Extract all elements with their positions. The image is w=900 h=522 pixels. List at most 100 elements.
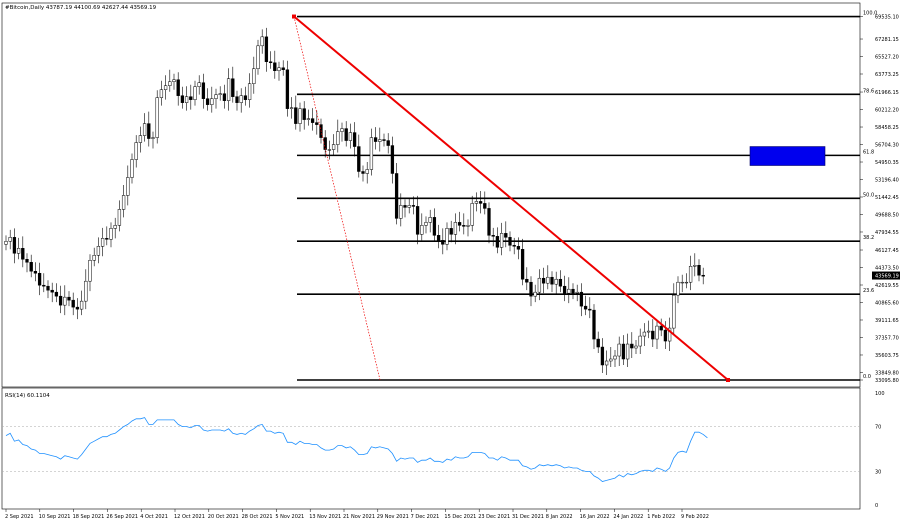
candle-body [516, 246, 521, 250]
candle-body [88, 260, 92, 282]
fib-dotted-line [293, 16, 381, 381]
candle-body [243, 95, 248, 100]
candle-body [315, 122, 319, 125]
candle-body [231, 78, 235, 97]
candle-body [239, 95, 243, 103]
price-axis-label: 58458.25 [875, 125, 899, 131]
candle-body [457, 222, 462, 226]
candle-body [172, 79, 176, 82]
candle-body [415, 206, 420, 235]
candle-body [596, 338, 600, 348]
candle-body [663, 329, 668, 342]
date-axis-label: 28 Oct 2021 [242, 514, 273, 520]
candle-body [697, 265, 701, 276]
candle-body [180, 95, 185, 103]
candle-body [588, 308, 592, 311]
candle-body [159, 89, 164, 98]
candle-body [58, 295, 63, 306]
candle-body [189, 96, 193, 100]
downtrend-anchor-end [726, 378, 730, 382]
candle-body [386, 140, 390, 146]
candle-body [12, 237, 17, 254]
candle-body [436, 235, 441, 241]
price-axis-label: 61966.15 [875, 90, 899, 96]
candle-body [684, 281, 689, 284]
candle-body [378, 139, 382, 142]
candle-body [554, 278, 558, 285]
candle-body [592, 309, 596, 340]
candle-body [420, 225, 424, 235]
candle-body [352, 132, 357, 147]
candle-body [33, 270, 38, 274]
candle-body [428, 217, 432, 223]
date-axis-label: 1 Feb 2022 [647, 514, 675, 520]
date-axis-label: 4 Oct 2021 [140, 514, 168, 520]
fib-level-label: 0.0 [863, 374, 871, 380]
candle-body [478, 201, 483, 204]
candle-body [688, 265, 693, 283]
candle-body [655, 325, 659, 340]
candle-body [453, 222, 458, 235]
candle-body [176, 79, 180, 96]
price-axis-label: 46127.45 [875, 248, 899, 254]
candle-body [369, 137, 374, 170]
candle-body [693, 265, 697, 267]
candle-body [495, 236, 500, 248]
date-axis-label: 8 Jan 2022 [546, 514, 573, 520]
price-axis-label: 53196.40 [875, 178, 899, 184]
chart-title: #Bitcoin,Daily 43787.19 44100.69 42627.4… [5, 5, 157, 11]
date-axis-label: 20 Oct 2021 [208, 514, 239, 520]
candle-body [75, 306, 80, 310]
candle-body [583, 305, 588, 310]
price-axis-label: 35603.75 [875, 353, 899, 359]
candle-body [42, 284, 46, 287]
candle-body [306, 118, 311, 120]
candle-body [487, 208, 491, 236]
candle-body [533, 291, 537, 297]
price-axis-label: 65527.20 [875, 55, 899, 61]
candle-body [4, 241, 8, 245]
candle-body [84, 280, 88, 302]
candle-body [281, 67, 285, 71]
candle-body [424, 222, 428, 226]
candle-body [130, 159, 134, 178]
candle-body [441, 240, 445, 245]
rsi-axis-label: 70 [875, 425, 881, 431]
candle-body [382, 139, 386, 141]
candle-body [600, 346, 605, 366]
date-axis-label: 15 Dec 2021 [444, 514, 476, 520]
rsi-title: RSI(14) 60.1104 [5, 393, 50, 399]
candle-body [163, 85, 168, 90]
candle-body [646, 330, 651, 333]
date-axis-label: 23 Dec 2021 [478, 514, 510, 520]
candle-body [138, 135, 143, 143]
candle-body [168, 81, 172, 86]
candle-body [260, 36, 264, 47]
candle-body [21, 248, 25, 260]
price-axis-label: 60212.20 [875, 108, 899, 114]
fib-level-label: 100.0 [863, 11, 877, 17]
date-axis-label: 2 Sep 2021 [5, 514, 34, 520]
candle-body [546, 276, 550, 284]
date-axis-label: 18 Sep 2021 [73, 514, 105, 520]
candle-body [537, 277, 542, 293]
candle-body [67, 296, 71, 301]
date-axis-label: 5 Nov 2021 [275, 514, 304, 520]
candle-body [214, 94, 218, 99]
rsi-axis-label: 100 [875, 391, 885, 397]
candle-body [268, 61, 273, 64]
candle-body [256, 45, 260, 70]
candle-body [672, 294, 676, 329]
candle-body [113, 225, 117, 229]
candle-body [277, 67, 281, 71]
candle-body [25, 259, 29, 263]
candle-body [411, 205, 416, 207]
candle-body [491, 235, 495, 237]
candle-body [226, 78, 231, 101]
candle-body [651, 330, 655, 340]
candle-body [357, 146, 361, 172]
candle-body [621, 343, 626, 360]
candle-body [562, 285, 567, 294]
candle-body [399, 205, 403, 219]
candle-body [462, 225, 466, 227]
